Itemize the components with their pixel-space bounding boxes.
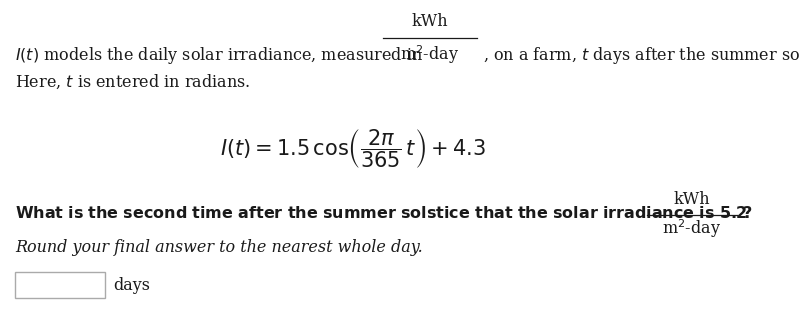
Text: m$^2$-day: m$^2$-day (662, 218, 722, 240)
Text: kWh: kWh (674, 192, 710, 208)
Text: m$^2$-day: m$^2$-day (401, 44, 459, 66)
Text: days: days (113, 276, 150, 294)
Bar (15, 272, 105, 298)
Text: kWh: kWh (412, 13, 448, 31)
Text: $\bf{What\ is\ the\ second\ time\ after\ the\ summer\ solstice\ that\ the\ solar: $\bf{What\ is\ the\ second\ time\ after\… (15, 204, 747, 222)
Text: $\bf{?}$: $\bf{?}$ (742, 204, 752, 222)
Text: $I(t)$ models the daily solar irradiance, measured in: $I(t)$ models the daily solar irradiance… (15, 45, 423, 66)
Text: , on a farm, $t$ days after the summer solstice.: , on a farm, $t$ days after the summer s… (483, 45, 800, 66)
Text: $I(t) = 1.5\,\cos\!\left(\dfrac{2\pi}{365}\,t\right) + 4.3$: $I(t) = 1.5\,\cos\!\left(\dfrac{2\pi}{36… (220, 126, 486, 169)
Text: Here, $t$ is entered in radians.: Here, $t$ is entered in radians. (15, 73, 250, 91)
Text: Round your final answer to the nearest whole day.: Round your final answer to the nearest w… (15, 240, 422, 256)
